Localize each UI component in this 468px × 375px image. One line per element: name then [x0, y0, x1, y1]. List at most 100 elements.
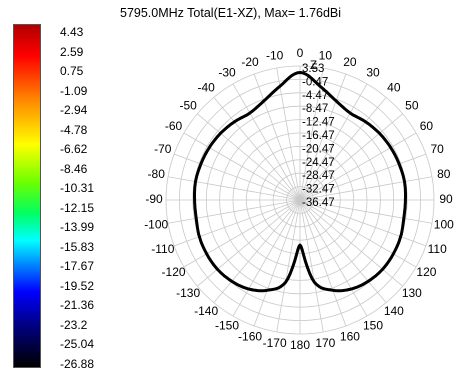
grid-spoke — [299, 199, 403, 287]
angle-tick-label: 110 — [428, 242, 447, 256]
grid-spoke — [299, 199, 324, 333]
grid-spoke — [299, 83, 368, 201]
angle-tick-label: -110 — [151, 242, 174, 256]
colorbar-tick-label: -19.52 — [60, 278, 95, 293]
colorbar-tick-label: -26.88 — [60, 357, 95, 371]
radial-tick-label: -28.47 — [302, 170, 335, 182]
radial-tick-label: 3.53 — [302, 63, 324, 75]
grid-spoke — [299, 113, 403, 201]
grid-spoke — [213, 199, 301, 303]
angle-tick-label: -160 — [238, 329, 262, 343]
radial-tick-label: -20.47 — [302, 143, 335, 155]
colorbar-tick-label: -6.62 — [60, 142, 88, 157]
colorbar-tick-label: -23.2 — [60, 317, 88, 332]
grid-spoke — [232, 199, 301, 317]
radial-tick-label: -8.47 — [302, 103, 328, 115]
colorbar-tick-label: -2.94 — [60, 103, 88, 118]
angle-tick-label: 20 — [343, 55, 357, 69]
angle-tick-label: 170 — [315, 336, 335, 350]
angle-tick-label: -20 — [241, 55, 259, 69]
colorbar — [13, 24, 41, 368]
grid-spoke — [299, 199, 347, 327]
grid-spoke — [183, 132, 301, 201]
angle-tick-label: 160 — [340, 329, 360, 343]
grid-spoke — [197, 113, 301, 201]
angle-tick-label: 30 — [366, 66, 380, 80]
grid-spoke — [299, 67, 324, 201]
angle-tick-label: 40 — [387, 80, 401, 94]
radial-tick-label: -36.47 — [302, 197, 335, 209]
angle-tick-label: 80 — [437, 167, 451, 181]
grid-spoke — [299, 199, 433, 224]
chart-title: 5795.0MHz Total(E1-XZ), Max= 1.76dBi — [120, 6, 342, 20]
colorbar-tick-label: -13.99 — [60, 220, 95, 235]
angle-tick-label: 140 — [384, 304, 404, 318]
radial-tick-label: -12.47 — [302, 117, 335, 129]
colorbar-tick-label: -10.31 — [60, 181, 95, 196]
grid-spoke — [299, 153, 427, 201]
angle-tick-label: -10 — [266, 48, 284, 62]
angle-tick-label: -50 — [179, 98, 197, 112]
grid-spoke — [276, 67, 301, 201]
grid-spoke — [299, 199, 368, 317]
grid-spoke — [167, 176, 301, 201]
radial-tick-label: -4.47 — [302, 90, 328, 102]
grid-spoke — [173, 153, 301, 201]
colorbar-tick-label: -8.46 — [60, 161, 88, 176]
grid-spoke — [167, 199, 301, 224]
grid-spoke — [213, 97, 301, 201]
angle-tick-label: -170 — [263, 336, 287, 350]
colorbar-tick-label: 0.75 — [60, 64, 84, 79]
colorbar-tick-label: 2.59 — [60, 44, 84, 59]
grid-spoke — [197, 199, 301, 287]
angle-tick-label: 50 — [405, 98, 419, 112]
grid-spoke — [299, 199, 417, 268]
angle-tick-label: -140 — [194, 304, 218, 318]
angle-tick-label: -80 — [148, 167, 166, 181]
angle-tick-label: 180 — [290, 338, 310, 352]
angle-tick-label: -150 — [215, 319, 239, 333]
angle-tick-label: 130 — [402, 286, 422, 300]
angle-tick-label: -120 — [162, 265, 186, 279]
grid-spoke — [173, 199, 301, 247]
colorbar-tick-label: -12.15 — [60, 200, 95, 215]
grid-spoke — [299, 199, 387, 303]
angle-tick-label: -40 — [197, 80, 215, 94]
grid-spoke — [299, 97, 387, 201]
radial-tick-label: -32.47 — [302, 184, 335, 196]
angle-tick-label: -130 — [176, 286, 200, 300]
grid-spoke — [232, 83, 301, 201]
angle-tick-label: 90 — [439, 192, 453, 206]
radial-tick-label: -24.47 — [302, 157, 335, 169]
grid-spoke — [299, 132, 417, 201]
grid-spoke — [253, 73, 301, 201]
angle-tick-label: 150 — [363, 319, 383, 333]
pattern-curve — [193, 71, 407, 293]
angle-tick-label: -90 — [145, 192, 163, 206]
radial-tick-label: -16.47 — [302, 130, 335, 142]
axis-label-z: Z — [310, 60, 317, 72]
angle-tick-label: 120 — [416, 265, 436, 279]
angle-tick-label: -70 — [154, 142, 172, 156]
grid-spoke — [299, 176, 433, 201]
colorbar-tick-label: -25.04 — [60, 337, 95, 352]
colorbar-tick-label: -15.83 — [60, 239, 95, 254]
grid-spoke — [183, 199, 301, 268]
angle-tick-label: -60 — [165, 119, 183, 133]
angle-tick-label: -100 — [144, 218, 168, 232]
angle-tick-label: -30 — [218, 66, 236, 80]
colorbar-tick-label: -1.09 — [60, 83, 88, 98]
angle-tick-label: 0 — [297, 46, 304, 60]
colorbar-tick-labels: 4.43 2.59 0.75 -1.09 -2.94 -4.78 -6.62 -8.46 -10… — [60, 24, 110, 371]
grid-spoke — [253, 199, 301, 327]
grid-spoke — [299, 73, 347, 201]
colorbar-tick-label: -17.67 — [60, 259, 95, 274]
grid-spoke — [276, 199, 301, 333]
angle-tick-label: 100 — [434, 218, 454, 232]
angle-tick-label: 10 — [319, 48, 333, 62]
colorbar-tick-label: -21.36 — [60, 298, 95, 313]
colorbar-tick-label: 4.43 — [60, 25, 84, 39]
grid-spoke — [299, 199, 427, 247]
